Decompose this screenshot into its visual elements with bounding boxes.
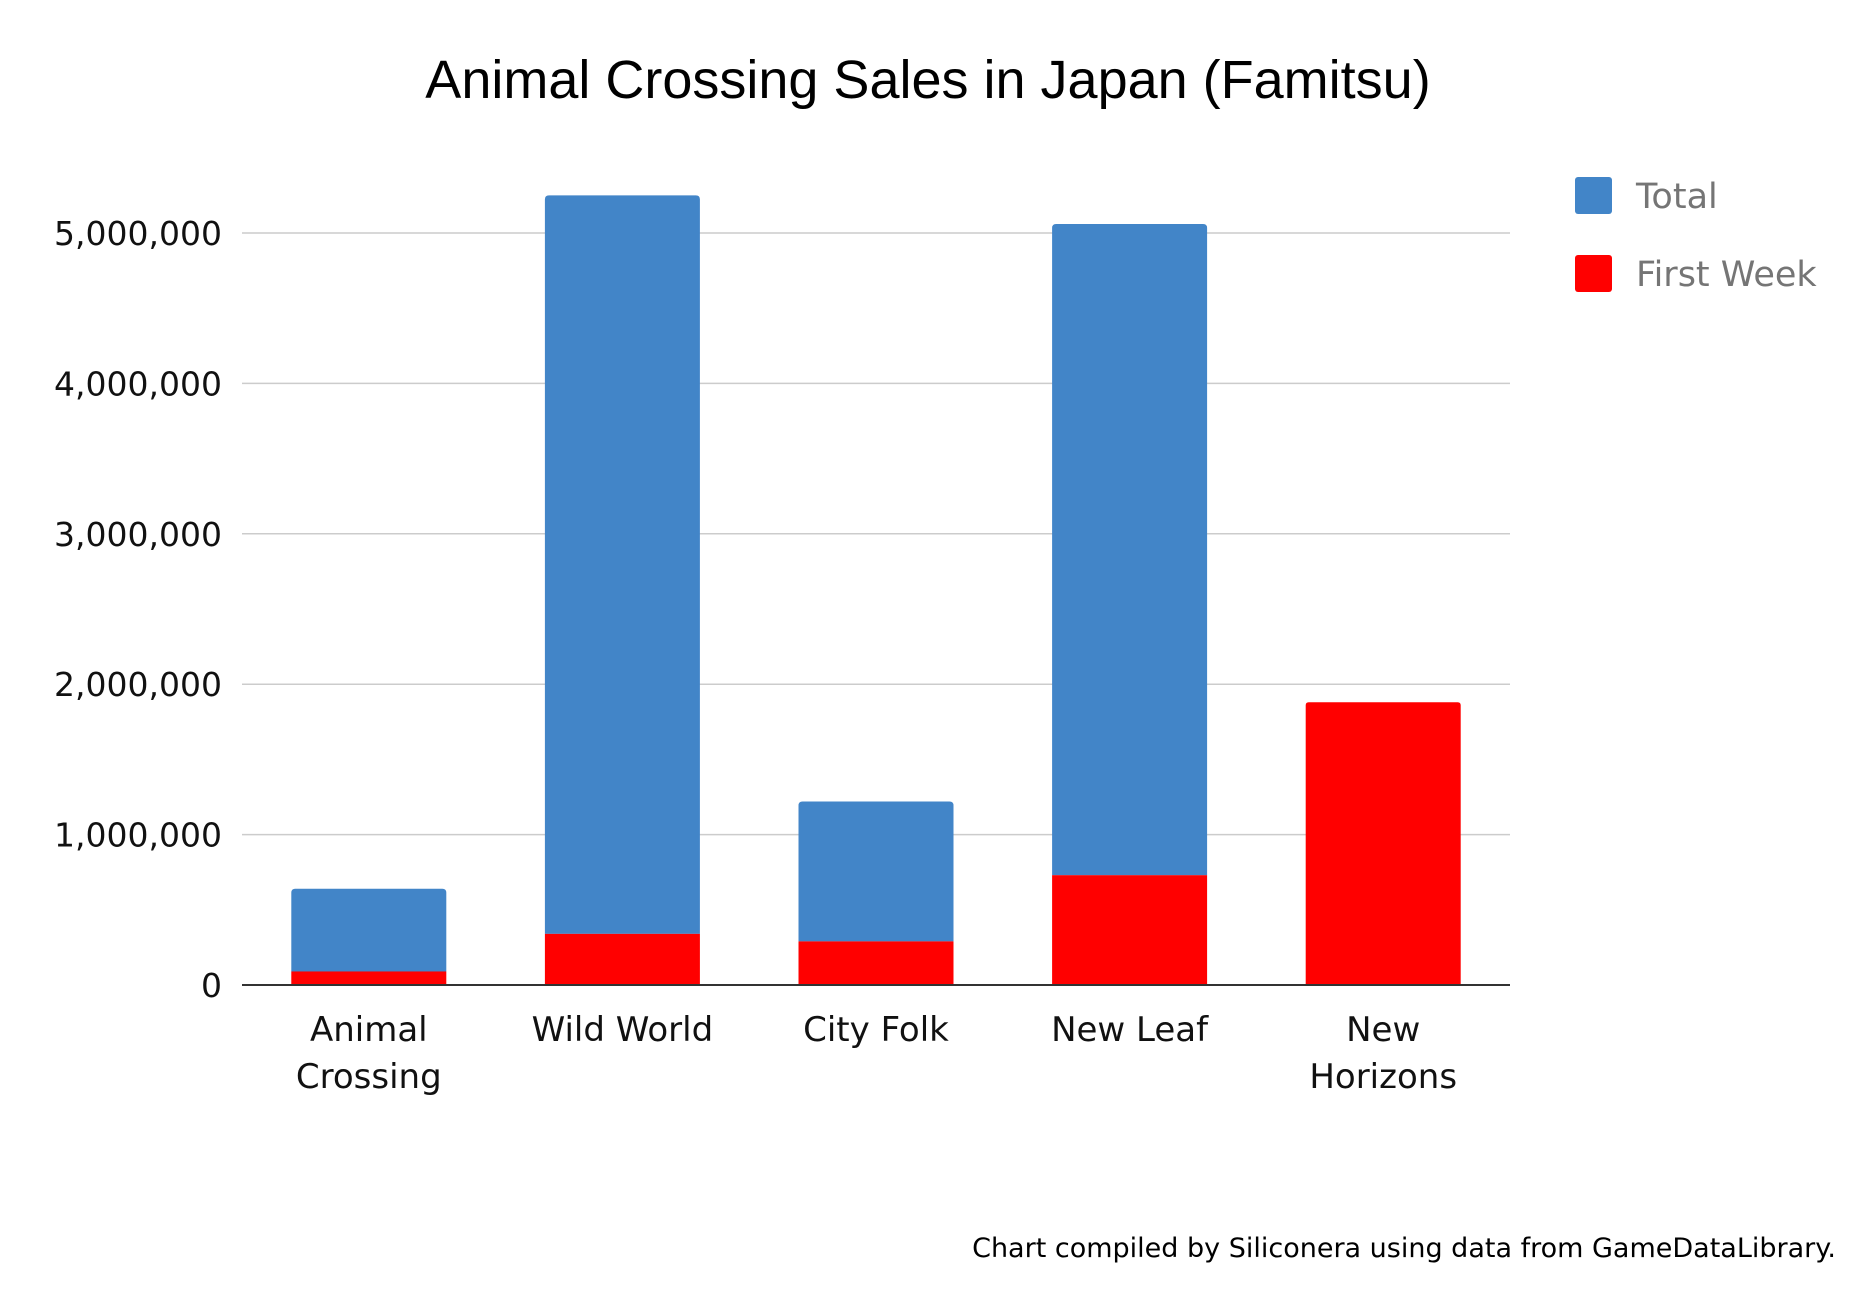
y-tick-label: 0: [201, 966, 222, 1005]
legend-swatch: [1575, 255, 1612, 292]
x-tick-label: Crossing: [296, 1057, 442, 1097]
x-tick-label: Horizons: [1309, 1057, 1457, 1097]
legend-swatch: [1575, 177, 1612, 214]
legend-label: First Week: [1636, 255, 1817, 295]
chart-title: Animal Crossing Sales in Japan (Famitsu): [425, 50, 1430, 110]
y-tick-label: 2,000,000: [54, 665, 222, 704]
grid-lines: [242, 232, 1510, 836]
x-tick-label: Animal: [310, 1010, 428, 1050]
y-tick-label: 1,000,000: [54, 816, 222, 855]
bar-first-week: [798, 941, 954, 985]
bar-first-week: [1305, 702, 1461, 985]
bar-total: [1052, 223, 1208, 876]
x-tick-label: Wild World: [532, 1010, 714, 1050]
bar-total: [291, 888, 447, 972]
x-tick-label: City Folk: [803, 1010, 949, 1050]
bar-total: [798, 801, 954, 942]
axes: 0 1,000,000 2,000,000 3,000,000 4,000,000 5,0…: [54, 214, 1510, 1097]
bar-total: [544, 195, 700, 934]
x-tick-label: New: [1346, 1010, 1420, 1050]
bar-first-week: [291, 971, 447, 985]
x-tick-label: New Leaf: [1051, 1010, 1209, 1050]
bar-first-week: [1052, 875, 1208, 985]
bars: [291, 195, 1461, 985]
legend-label: Total: [1635, 177, 1718, 217]
legend: Total First Week: [1575, 177, 1817, 295]
y-tick-label: 5,000,000: [54, 214, 222, 253]
y-tick-label: 4,000,000: [54, 364, 222, 403]
y-tick-label: 3,000,000: [54, 515, 222, 554]
chart-credit: Chart compiled by Siliconera using data …: [972, 1233, 1836, 1264]
bar-first-week: [544, 933, 700, 985]
